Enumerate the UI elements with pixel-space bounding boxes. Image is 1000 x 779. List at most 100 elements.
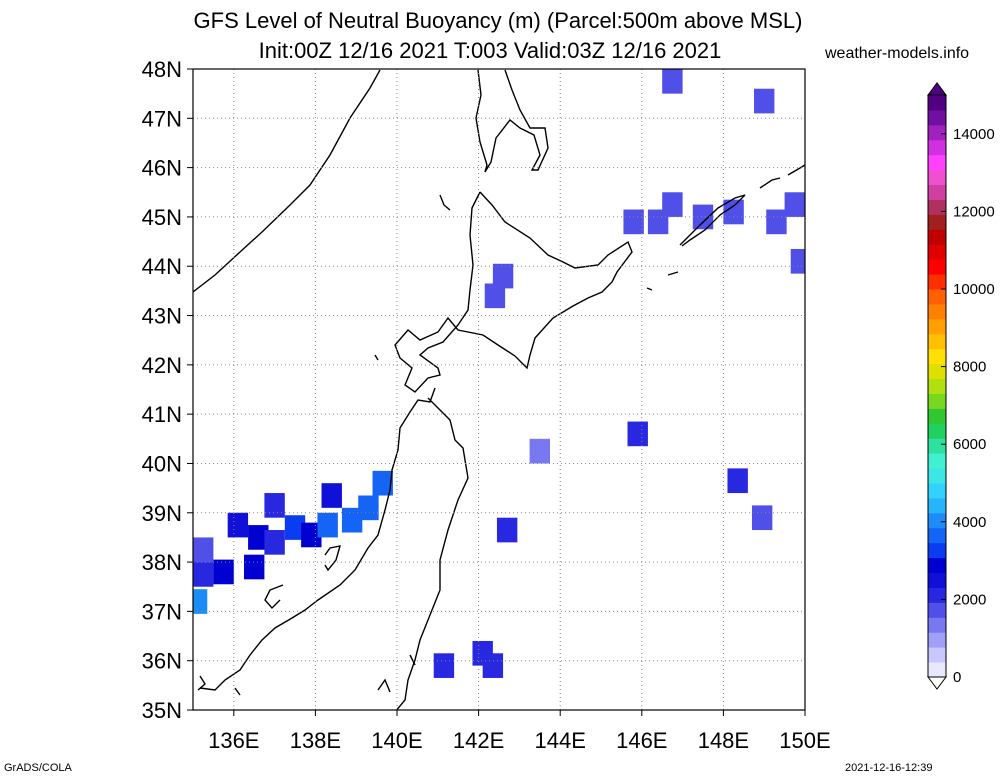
y-tick-label: 47N [142, 106, 182, 131]
chart-title: GFS Level of Neutral Buoyancy (m) (Parce… [193, 8, 803, 33]
colorbar-segment [928, 318, 946, 335]
field-cell [623, 209, 644, 235]
field-cell [484, 283, 506, 309]
field-cell [227, 512, 249, 538]
colorbar-segment [928, 662, 946, 678]
field-cell [784, 192, 805, 217]
field-cell [751, 505, 773, 531]
colorbar-segment [928, 527, 946, 544]
colorbar-segment [928, 363, 946, 380]
axes: 136E 138E 140E 142E 144E 146E 148E 150E 35N 36N 37… [142, 57, 831, 753]
field-cell [193, 589, 208, 614]
y-tick-label: 46N [142, 156, 182, 181]
x-tick-label: 146E [616, 728, 667, 753]
colorbar-segment [928, 259, 946, 275]
colorbar-label: 10000 [953, 281, 995, 298]
y-tick-label: 35N [142, 698, 182, 723]
field-cell [248, 525, 269, 550]
colorbar-segment [928, 139, 946, 156]
colorbar-segment [928, 274, 946, 290]
colorbar-segment [928, 572, 946, 588]
field-cell [264, 530, 285, 555]
field-cell [321, 483, 342, 508]
colorbar-segment [928, 378, 946, 394]
colorbar-segment [928, 438, 946, 454]
field-cell [529, 438, 550, 464]
footer-software-label: GrADS/COLA [4, 762, 72, 774]
colorbar-label: 6000 [953, 436, 986, 453]
colorbar-segment [928, 124, 946, 141]
field-cell [433, 653, 455, 678]
field-cell [662, 69, 683, 94]
field-cell [193, 537, 214, 563]
site-label: weather-models.info [825, 45, 970, 62]
field-cell [193, 562, 214, 587]
colorbar-label: 4000 [953, 514, 986, 531]
field-cell [627, 421, 648, 447]
x-tick-label: 150E [779, 728, 830, 753]
field-cell [341, 507, 363, 533]
buoyancy-field [193, 69, 805, 678]
colorbar-segment [928, 453, 946, 469]
field-cell [492, 263, 514, 289]
field-cell [692, 204, 714, 230]
colorbar-bottom-arrow [927, 676, 947, 690]
field-cell [213, 559, 234, 585]
colorbar-segment [928, 542, 946, 559]
x-tick-label: 138E [290, 728, 341, 753]
colorbar-segment [928, 333, 946, 350]
field-cell [790, 248, 805, 274]
colorbar-segment [928, 557, 946, 574]
colorbar-label: 12000 [953, 203, 995, 220]
colorbar-segment [928, 244, 946, 260]
colorbar-segment [928, 184, 946, 200]
plot-frame [192, 68, 806, 711]
x-tick-label: 136E [208, 728, 259, 753]
field-cell [284, 515, 306, 540]
y-tick-label: 41N [142, 402, 182, 427]
x-tick-label: 140E [371, 728, 422, 753]
colorbar-label: 2000 [953, 591, 986, 608]
colorbar-segment [928, 229, 946, 245]
colorbar-segment [928, 303, 946, 320]
colorbar-segment [928, 483, 946, 499]
colorbar-segment [928, 617, 946, 633]
field-cell [754, 88, 775, 114]
colorbar-segment [928, 169, 946, 186]
chart-subtitle: Init:00Z 12/16 2021 T:003 Valid:03Z 12/1… [258, 38, 722, 63]
colorbar-segment [928, 497, 946, 514]
y-tick-label: 36N [142, 649, 182, 674]
colorbar-segment [928, 587, 946, 603]
colorbar-segment [928, 468, 946, 484]
colorbar-segment [928, 289, 946, 305]
field-cell [723, 199, 744, 225]
y-tick-label: 38N [142, 550, 182, 575]
colorbar-top-arrow [927, 82, 947, 96]
colorbar-label: 0 [953, 669, 961, 686]
y-tick-label: 45N [142, 205, 182, 230]
field-cell [264, 493, 285, 518]
colorbar-segment [928, 393, 946, 409]
colorbar-segment [928, 423, 946, 439]
y-tick-label: 44N [142, 254, 182, 279]
colorbar-segment [928, 199, 946, 215]
field-cell [244, 554, 265, 580]
colorbar-segment [928, 512, 946, 529]
y-tick-label: 42N [142, 353, 182, 378]
colorbar-label: 14000 [953, 126, 995, 143]
field-cell [317, 512, 338, 538]
y-tick-label: 48N [142, 57, 182, 82]
colorbar-label: 8000 [953, 359, 986, 376]
y-tick-label: 37N [142, 599, 182, 624]
field-cell [727, 468, 748, 494]
x-tick-label: 144E [535, 728, 586, 753]
colorbar: 0 2000 4000 6000 8000 10000 12000 14000 [927, 82, 995, 690]
field-cell [496, 517, 518, 543]
field-cell [358, 495, 379, 521]
field-cell [647, 209, 669, 235]
y-tick-label: 40N [142, 451, 182, 476]
colorbar-segment [928, 95, 946, 111]
x-tick-label: 148E [698, 728, 749, 753]
field-cell [482, 653, 504, 678]
